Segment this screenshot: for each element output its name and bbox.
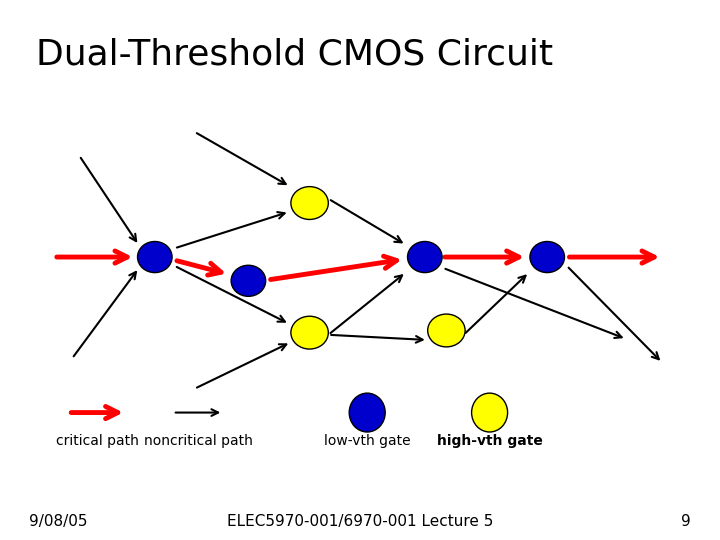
Ellipse shape [428, 314, 465, 347]
Text: critical path: critical path [55, 434, 139, 448]
Text: low-vth gate: low-vth gate [324, 434, 410, 448]
Ellipse shape [530, 241, 564, 273]
Ellipse shape [408, 241, 442, 273]
Text: ELEC5970-001/6970-001 Lecture 5: ELEC5970-001/6970-001 Lecture 5 [227, 514, 493, 529]
Ellipse shape [231, 265, 266, 296]
Text: 9: 9 [681, 514, 691, 529]
Text: high-vth gate: high-vth gate [436, 434, 543, 448]
Ellipse shape [291, 316, 328, 349]
Ellipse shape [349, 393, 385, 432]
Ellipse shape [472, 393, 508, 432]
Text: 9/08/05: 9/08/05 [29, 514, 87, 529]
Text: Dual-Threshold CMOS Circuit: Dual-Threshold CMOS Circuit [36, 38, 553, 72]
Ellipse shape [291, 187, 328, 219]
Ellipse shape [138, 241, 172, 273]
Text: noncritical path: noncritical path [143, 434, 253, 448]
